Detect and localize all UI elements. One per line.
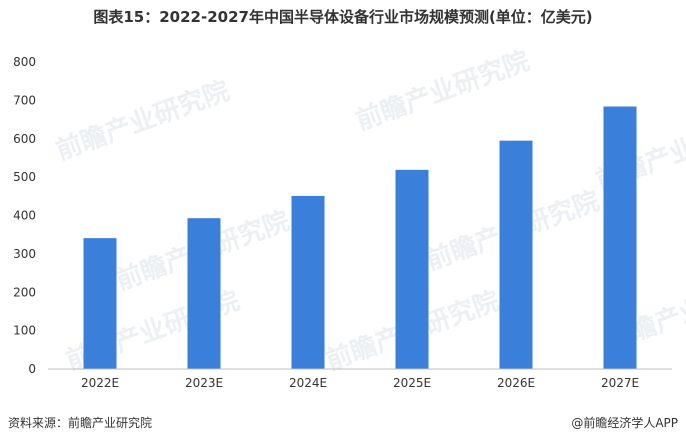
bar-chart: 前瞻产业研究院前瞻产业研究院前瞻产业研究院前瞻产业研究院前瞻产业研究院前瞻产业研… <box>13 45 686 390</box>
y-tick-label: 300 <box>13 247 36 261</box>
x-tick-label: 2023E <box>185 376 223 390</box>
y-tick-label: 0 <box>28 362 36 376</box>
bar-2026E <box>499 140 533 369</box>
watermark-text: 前瞻产业研究院 <box>52 75 234 166</box>
y-tick-label: 600 <box>13 132 36 146</box>
x-tick-label: 2027E <box>601 376 639 390</box>
x-tick-label: 2022E <box>81 376 119 390</box>
watermark-layer: 前瞻产业研究院前瞻产业研究院前瞻产业研究院前瞻产业研究院前瞻产业研究院前瞻产业研… <box>52 45 686 376</box>
bar-2025E <box>395 169 429 369</box>
y-tick-label: 700 <box>13 93 36 107</box>
bar-2027E <box>603 106 637 369</box>
y-axis: 0 100 200 300 400 500 600 700 800 <box>13 55 36 376</box>
x-tick-label: 2024E <box>289 376 327 390</box>
x-tick-label: 2025E <box>393 376 431 390</box>
bar-2023E <box>187 218 221 369</box>
y-tick-label: 500 <box>13 170 36 184</box>
y-tick-label: 100 <box>13 324 36 338</box>
y-tick-label: 400 <box>13 209 36 223</box>
y-tick-label: 200 <box>13 285 36 299</box>
y-tick-label: 800 <box>13 55 36 69</box>
brand-credit: @前瞻经济学人APP <box>571 416 678 430</box>
x-axis: 2022E 2023E 2024E 2025E 2026E 2027E <box>81 376 639 390</box>
bar-2024E <box>291 195 325 369</box>
source-note: 资料来源：前瞻产业研究院 <box>8 416 153 430</box>
x-tick-label: 2026E <box>497 376 535 390</box>
chart-title: 图表15：2022-2027年中国半导体设备行业市场规模预测(单位：亿美元) <box>93 8 593 26</box>
bar-series <box>83 106 637 369</box>
watermark-text: 前瞻产业研究院 <box>352 45 534 136</box>
bar-2022E <box>83 238 117 369</box>
